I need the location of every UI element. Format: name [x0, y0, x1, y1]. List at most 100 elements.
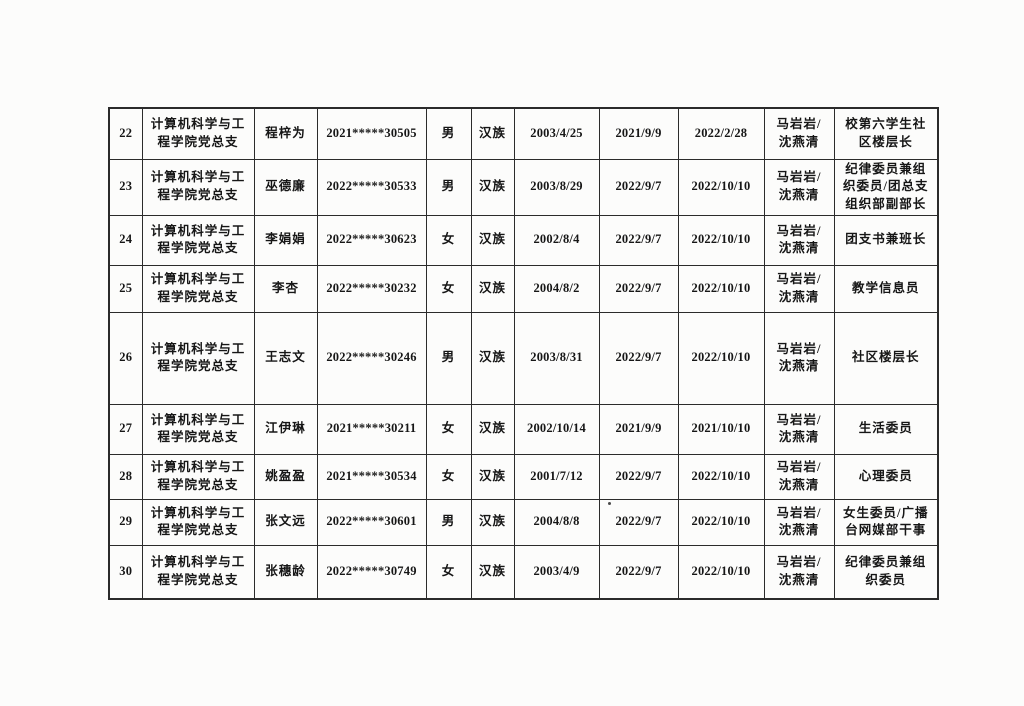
cell-birth-date: 2001/7/12	[513, 453, 600, 500]
cell-serial-number: 26	[108, 311, 143, 405]
cell-ethnicity: 汉族	[470, 544, 515, 600]
cell-serial-number: 30	[108, 544, 143, 600]
cell-member-name: 张文远	[253, 498, 318, 546]
cell-member-name: 李杏	[253, 264, 318, 313]
cell-contact-persons: 马岩岩/ 沈燕清	[763, 107, 835, 160]
table-row: 27 计算机科学与工 程学院党总支 江伊琳 2021*****30211 女汉族 2002…	[108, 403, 939, 455]
cell-ethnicity: 汉族	[470, 264, 515, 313]
cell-party-branch: 计算机科学与工 程学院党总支	[141, 158, 255, 216]
cell-serial-number: 27	[108, 403, 143, 455]
cell-application-date: 2022/9/7	[598, 453, 679, 500]
table-row: 29 计算机科学与工 程学院党总支 张文远 2022*****30601 男汉族 2004…	[108, 498, 939, 546]
cell-position: 社区楼层长	[833, 311, 939, 405]
cell-student-id: 2022*****30601	[316, 498, 427, 546]
cell-party-branch: 计算机科学与工 程学院党总支	[141, 498, 255, 546]
cell-gender: 女	[425, 403, 472, 455]
cell-activist-date: 2022/2/28	[677, 107, 765, 160]
cell-member-name: 姚盈盈	[253, 453, 318, 500]
cell-party-branch: 计算机科学与工 程学院党总支	[141, 403, 255, 455]
cell-activist-date: 2022/10/10	[677, 214, 765, 266]
cell-birth-date: 2003/4/9	[513, 544, 600, 600]
cell-activist-date: 2022/10/10	[677, 498, 765, 546]
cell-application-date: 2022/9/7	[598, 264, 679, 313]
cell-member-name: 张穗龄	[253, 544, 318, 600]
cell-contact-persons: 马岩岩/ 沈燕清	[763, 311, 835, 405]
cell-birth-date: 2004/8/2	[513, 264, 600, 313]
cell-serial-number: 28	[108, 453, 143, 500]
cell-application-date: 2022/9/7	[598, 214, 679, 266]
table-row: 23 计算机科学与工 程学院党总支 巫德廉 2022*****30533 男汉族 2003…	[108, 158, 939, 216]
cell-serial-number: 29	[108, 498, 143, 546]
cell-member-name: 江伊琳	[253, 403, 318, 455]
table-row: 24 计算机科学与工 程学院党总支 李娟娟 2022*****30623 女汉族 2002…	[108, 214, 939, 266]
cell-ethnicity: 汉族	[470, 311, 515, 405]
cell-party-branch: 计算机科学与工 程学院党总支	[141, 544, 255, 600]
cell-gender: 女	[425, 214, 472, 266]
cell-contact-persons: 马岩岩/ 沈燕清	[763, 158, 835, 216]
cell-activist-date: 2022/10/10	[677, 311, 765, 405]
cell-student-id: 2021*****30505	[316, 107, 427, 160]
cell-application-date: 2022/9/7	[598, 498, 679, 546]
cell-member-name: 李娟娟	[253, 214, 318, 266]
cell-ethnicity: 汉族	[470, 158, 515, 216]
cell-position: 纪律委员兼组 织委员/团总支 组织部副部长	[833, 158, 939, 216]
party-member-roster-table: 22 计算机科学与工 程学院党总支 程梓为 2021*****30505 男汉族 2003…	[108, 107, 939, 601]
table-row: 28 计算机科学与工 程学院党总支 姚盈盈 2021*****30534 女汉族 2001…	[108, 453, 939, 500]
cell-gender: 男	[425, 498, 472, 546]
cell-contact-persons: 马岩岩/ 沈燕清	[763, 544, 835, 600]
cell-student-id: 2022*****30533	[316, 158, 427, 216]
scan-speck	[608, 502, 611, 505]
cell-party-branch: 计算机科学与工 程学院党总支	[141, 107, 255, 160]
cell-position: 团支书兼班长	[833, 214, 939, 266]
cell-gender: 女	[425, 544, 472, 600]
cell-birth-date: 2003/8/31	[513, 311, 600, 405]
cell-student-id: 2022*****30232	[316, 264, 427, 313]
cell-application-date: 2022/9/7	[598, 311, 679, 405]
table-row: 25 计算机科学与工 程学院党总支 李杏 2022*****30232 女汉族 2004/…	[108, 264, 939, 313]
cell-gender: 男	[425, 311, 472, 405]
cell-activist-date: 2022/10/10	[677, 264, 765, 313]
cell-ethnicity: 汉族	[470, 498, 515, 546]
cell-student-id: 2021*****30211	[316, 403, 427, 455]
cell-party-branch: 计算机科学与工 程学院党总支	[141, 264, 255, 313]
cell-serial-number: 22	[108, 107, 143, 160]
cell-birth-date: 2003/4/25	[513, 107, 600, 160]
table-row: 22 计算机科学与工 程学院党总支 程梓为 2021*****30505 男汉族 2003…	[108, 107, 939, 160]
cell-party-branch: 计算机科学与工 程学院党总支	[141, 453, 255, 500]
cell-contact-persons: 马岩岩/ 沈燕清	[763, 453, 835, 500]
cell-student-id: 2021*****30534	[316, 453, 427, 500]
cell-party-branch: 计算机科学与工 程学院党总支	[141, 214, 255, 266]
cell-contact-persons: 马岩岩/ 沈燕清	[763, 498, 835, 546]
cell-student-id: 2022*****30749	[316, 544, 427, 600]
cell-position: 校第六学生社 区楼层长	[833, 107, 939, 160]
table-row: 26 计算机科学与工 程学院党总支 王志文 2022*****30246 男汉族 2003…	[108, 311, 939, 405]
cell-birth-date: 2003/8/29	[513, 158, 600, 216]
cell-serial-number: 25	[108, 264, 143, 313]
cell-gender: 男	[425, 107, 472, 160]
cell-serial-number: 24	[108, 214, 143, 266]
cell-gender: 女	[425, 453, 472, 500]
cell-position: 心理委员	[833, 453, 939, 500]
cell-member-name: 程梓为	[253, 107, 318, 160]
cell-activist-date: 2022/10/10	[677, 544, 765, 600]
cell-ethnicity: 汉族	[470, 453, 515, 500]
cell-contact-persons: 马岩岩/ 沈燕清	[763, 403, 835, 455]
cell-application-date: 2021/9/9	[598, 107, 679, 160]
cell-birth-date: 2004/8/8	[513, 498, 600, 546]
cell-gender: 男	[425, 158, 472, 216]
cell-student-id: 2022*****30623	[316, 214, 427, 266]
cell-member-name: 王志文	[253, 311, 318, 405]
cell-activist-date: 2022/10/10	[677, 453, 765, 500]
cell-birth-date: 2002/10/14	[513, 403, 600, 455]
cell-birth-date: 2002/8/4	[513, 214, 600, 266]
cell-party-branch: 计算机科学与工 程学院党总支	[141, 311, 255, 405]
cell-application-date: 2022/9/7	[598, 158, 679, 216]
cell-gender: 女	[425, 264, 472, 313]
cell-contact-persons: 马岩岩/ 沈燕清	[763, 214, 835, 266]
cell-ethnicity: 汉族	[470, 214, 515, 266]
cell-contact-persons: 马岩岩/ 沈燕清	[763, 264, 835, 313]
member-table-body: 22 计算机科学与工 程学院党总支 程梓为 2021*****30505 男汉族 2003…	[108, 107, 939, 600]
table-row: 30 计算机科学与工 程学院党总支 张穗龄 2022*****30749 女汉族 2003…	[108, 544, 939, 600]
cell-position: 生活委员	[833, 403, 939, 455]
cell-ethnicity: 汉族	[470, 403, 515, 455]
